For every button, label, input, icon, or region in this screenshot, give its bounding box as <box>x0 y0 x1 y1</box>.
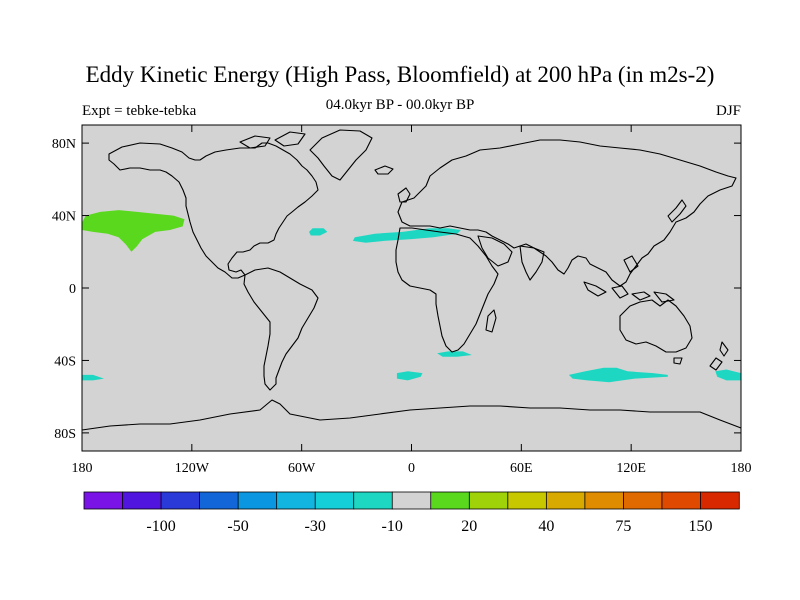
coastline-eurasia <box>397 139 737 287</box>
anomaly-north-pacific-positive <box>82 210 185 252</box>
coastlines <box>81 129 742 431</box>
coastline-madagascar <box>485 309 497 333</box>
coastline-africa <box>395 227 499 353</box>
colorbar-label: 20 <box>461 518 477 535</box>
ocean-background <box>82 125 741 451</box>
season-label: DJF <box>715 103 741 119</box>
anomaly-layer <box>82 210 741 383</box>
lat-tick-label: 80N <box>52 137 76 152</box>
coastline-north-america <box>108 142 319 279</box>
colorbar-label: 40 <box>538 518 554 535</box>
longitude-axis: 180 120W 60W 0 60E 120E 180 <box>72 125 752 476</box>
colorbar-swatch <box>430 491 470 510</box>
colorbar-swatch <box>199 491 239 510</box>
lat-tick-label: 80S <box>54 427 76 442</box>
coastline-japan <box>667 199 687 223</box>
anomaly-indian-ocean-negative <box>568 367 668 383</box>
colorbar-label: -100 <box>146 518 175 535</box>
coastline-india <box>519 245 545 281</box>
lat-tick-label: 0 <box>69 282 76 297</box>
colorbar: -100 -50 -30 -10 20 40 75 150 <box>83 491 740 535</box>
colorbar-swatch <box>314 491 355 510</box>
coastline-arabia <box>477 235 513 267</box>
lon-tick-label: 0 <box>408 461 415 476</box>
coastline-tasmania <box>673 357 683 365</box>
colorbar-swatch <box>545 491 586 510</box>
coastline-british-isles <box>397 187 411 203</box>
colorbar-label: -30 <box>305 518 326 535</box>
coastline-south-america <box>243 267 319 391</box>
colorbar-swatch <box>661 491 702 510</box>
lon-tick-label: 180 <box>731 461 752 476</box>
coastline-australia <box>619 299 693 353</box>
anomaly-north-atlantic-negative-east <box>352 228 461 243</box>
latitude-axis: 80N 40N 0 40S 80S <box>52 137 741 442</box>
colorbar-swatch <box>507 491 548 510</box>
map-area: 80N 40N 0 40S 80S 180 120W 60W 0 60E 120E 180 <box>52 124 752 476</box>
coastline-arctic-islands <box>239 131 306 149</box>
coastline-iceland <box>374 165 394 175</box>
lat-tick-label: 40N <box>52 210 76 225</box>
lat-tick-label: 40S <box>54 354 76 369</box>
coastline-greenland <box>309 129 373 181</box>
colorbar-swatch <box>160 491 201 510</box>
anomaly-south-africa-negative <box>437 351 472 357</box>
colorbar-swatch <box>276 491 316 510</box>
anomaly-north-atlantic-negative-west <box>309 228 328 236</box>
experiment-label: Expt = tebke-tebka <box>82 103 197 119</box>
coastline-new-zealand <box>709 341 729 371</box>
colorbar-swatch <box>623 491 663 510</box>
colorbar-swatch <box>122 491 162 510</box>
map-title: Eddy Kinetic Energy (High Pass, Bloomfie… <box>85 62 715 87</box>
colorbar-swatch <box>468 491 509 510</box>
coastline-antarctica <box>81 399 742 431</box>
anomaly-south-pacific-negative-west <box>82 374 104 381</box>
anomaly-south-pacific-negative-east <box>715 369 741 381</box>
coastline-maritime-continent <box>583 255 675 303</box>
colorbar-swatch <box>83 491 124 510</box>
lon-tick-label: 120E <box>616 461 646 476</box>
colorbar-swatch <box>237 491 278 510</box>
lon-tick-label: 120W <box>175 461 210 476</box>
colorbar-swatch <box>584 491 625 510</box>
colorbar-label: 150 <box>689 518 713 535</box>
colorbar-label: 75 <box>615 518 631 535</box>
lon-tick-label: 60W <box>288 461 316 476</box>
anomaly-south-atlantic-negative <box>396 371 423 381</box>
lon-tick-label: 180 <box>72 461 93 476</box>
lon-tick-label: 60E <box>510 461 533 476</box>
colorbar-label: -10 <box>382 518 403 535</box>
colorbar-swatch <box>391 491 432 510</box>
colorbar-swatch <box>353 491 393 510</box>
map-subtitle: 04.0kyr BP - 00.0kyr BP <box>325 97 475 113</box>
colorbar-label: -50 <box>227 518 248 535</box>
colorbar-swatch <box>700 491 740 510</box>
